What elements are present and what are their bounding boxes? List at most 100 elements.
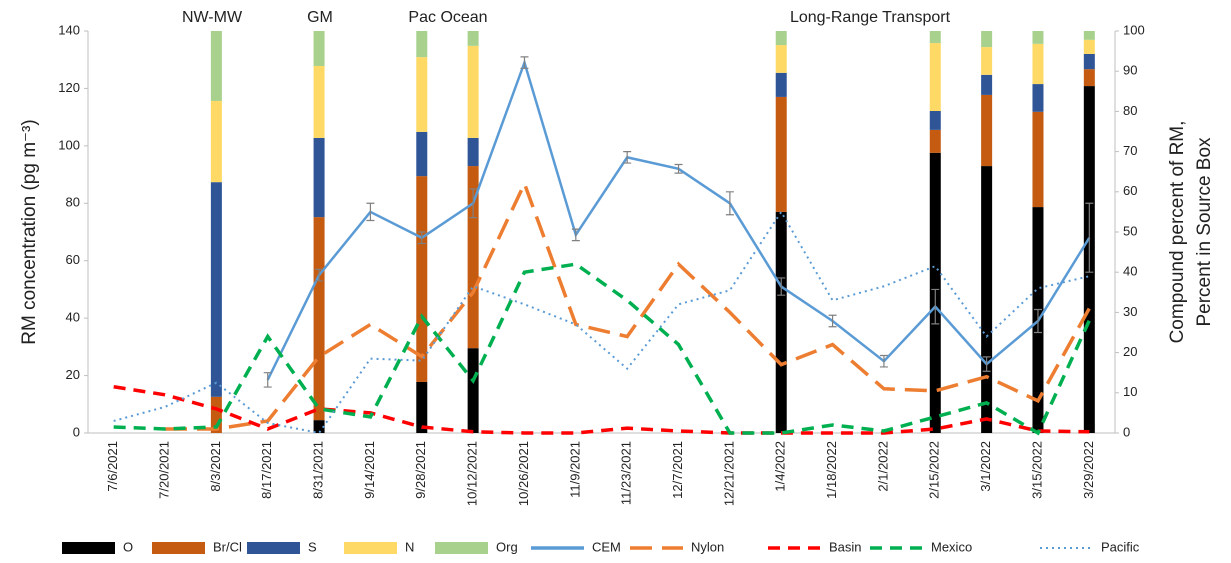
error-bar: [623, 151, 632, 164]
bar-segment: [313, 137, 325, 218]
error-bar: [520, 56, 529, 69]
legend-label: Pacific: [1101, 539, 1140, 554]
line-series: [165, 179, 1091, 431]
error-bar: [931, 288, 940, 325]
bar-segment: [210, 31, 222, 101]
error-bar: [315, 268, 324, 282]
bar-segment: [1032, 84, 1044, 112]
legend-label: S: [308, 539, 317, 554]
x-tick-label: 1/4/2022: [773, 441, 788, 492]
annotation: GM: [307, 9, 333, 26]
y2-tick-label: 60: [1123, 183, 1137, 198]
legend-label: Mexico: [931, 539, 972, 554]
bar-segment: [313, 420, 325, 433]
bar-segment: [313, 65, 325, 138]
error-bar: [1085, 202, 1094, 273]
error-bar: [469, 188, 478, 219]
x-tick-label: 10/26/2021: [516, 441, 531, 506]
legend-label: O: [123, 539, 133, 554]
x-tick-label: 12/21/2021: [721, 441, 736, 506]
bar-segment: [1032, 43, 1044, 85]
x-tick-label: 1/18/2022: [824, 441, 839, 499]
error-bar: [982, 356, 991, 372]
x-tick-label: 12/7/2021: [670, 441, 685, 499]
bar-segment: [467, 137, 479, 167]
line-series: [113, 262, 1091, 436]
bar-segment: [929, 31, 941, 44]
x-tick-label: 8/3/2021: [208, 441, 223, 492]
error-bar: [725, 191, 734, 216]
x-tick-label: 11/9/2021: [567, 441, 582, 498]
bar-segment: [416, 381, 428, 433]
bar-segment: [1083, 53, 1095, 70]
error-bar: [366, 202, 375, 222]
bar-segment: [775, 31, 787, 46]
bar-segment: [313, 31, 325, 66]
error-bar: [777, 277, 786, 296]
x-tick-label: 7/6/2021: [105, 441, 120, 492]
legend-swatch: [152, 542, 205, 554]
bar-segment: [775, 45, 787, 73]
bar-segment: [929, 129, 941, 153]
error-bar: [828, 314, 837, 328]
bar-segment: [416, 131, 428, 177]
y2-tick-label: 30: [1123, 304, 1137, 319]
legend-swatch: [62, 542, 115, 554]
y2-tick-label: 100: [1123, 22, 1145, 37]
bar-segment: [929, 110, 941, 130]
bar-segment: [416, 31, 428, 58]
bar-segment: [210, 182, 222, 397]
y-tick-label: 60: [66, 252, 80, 267]
legend-label: N: [405, 539, 414, 554]
bar-segment: [467, 166, 479, 349]
bar-segment: [1083, 39, 1095, 54]
error-bar: [879, 354, 888, 368]
y2-tick-label: 50: [1123, 223, 1137, 238]
x-tick-label: 10/12/2021: [465, 441, 480, 506]
error-bar: [417, 231, 426, 245]
y2-tick-label: 0: [1123, 424, 1130, 439]
bar-segment: [1032, 31, 1044, 44]
y2-tick-label: 10: [1123, 384, 1137, 399]
legend-swatch: [344, 542, 397, 554]
x-tick-label: 2/1/2022: [875, 441, 890, 492]
bar-segment: [467, 31, 479, 46]
y-tick-label: 80: [66, 195, 80, 210]
x-tick-label: 7/20/2021: [156, 441, 171, 499]
bar-segment: [1083, 31, 1095, 40]
y-tick-label: 140: [58, 22, 80, 37]
bar-segment: [416, 57, 428, 132]
bar-segment: [775, 72, 787, 97]
bar-segment: [981, 31, 993, 48]
x-tick-label: 11/23/2021: [619, 441, 634, 505]
annotation: Long-Range Transport: [790, 9, 951, 26]
y2-axis-title: Percent in Source Box: [1194, 137, 1215, 327]
y-axis-title: RM concentration (pg m⁻³): [19, 119, 40, 344]
error-bar: [571, 228, 580, 242]
legend-label: Basin: [829, 539, 862, 554]
x-tick-label: 3/15/2022: [1029, 441, 1044, 499]
legend-label: CEM: [592, 539, 621, 554]
y-tick-label: 40: [66, 310, 80, 325]
x-tick-label: 3/29/2022: [1081, 441, 1096, 499]
legend-label: Org: [496, 539, 518, 554]
bar-segment: [313, 217, 325, 421]
legend-label: Br/Cl: [213, 539, 242, 554]
bar-segment: [210, 396, 222, 433]
bar-segment: [467, 45, 479, 138]
y2-tick-label: 70: [1123, 143, 1137, 158]
error-bar: [1033, 308, 1042, 334]
annotation: Pac Ocean: [408, 9, 487, 26]
x-tick-label: 8/17/2021: [259, 441, 274, 499]
y-tick-label: 120: [58, 80, 80, 95]
bar-segment: [467, 348, 479, 433]
bar-segment: [416, 176, 428, 382]
bar-segment: [981, 166, 993, 433]
bar-segment: [981, 94, 993, 167]
line-series: [113, 209, 1090, 435]
annotation: NW-MW: [182, 9, 243, 26]
y-tick-label: 20: [66, 367, 80, 382]
line-series: [113, 385, 1090, 435]
